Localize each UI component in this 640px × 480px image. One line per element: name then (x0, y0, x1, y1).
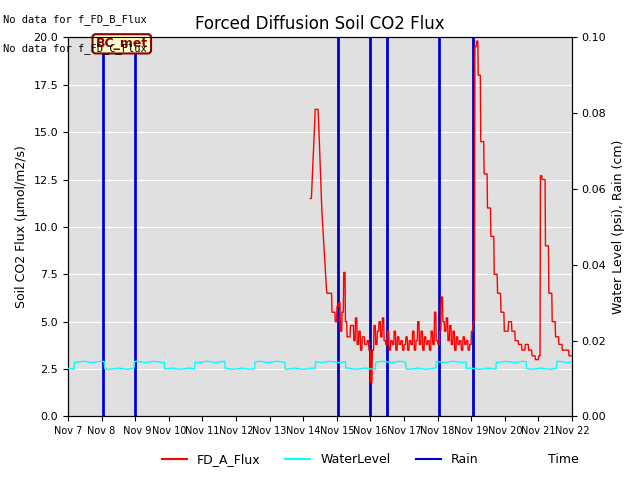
Text: No data for f_FD_C_Flux: No data for f_FD_C_Flux (3, 43, 147, 54)
Title: Forced Diffusion Soil CO2 Flux: Forced Diffusion Soil CO2 Flux (195, 15, 445, 33)
Legend: FD_A_Flux, WaterLevel, Rain: FD_A_Flux, WaterLevel, Rain (157, 448, 483, 471)
Y-axis label: Water Level (psi), Rain (cm): Water Level (psi), Rain (cm) (612, 140, 625, 314)
Y-axis label: Soil CO2 Flux (μmol/m2/s): Soil CO2 Flux (μmol/m2/s) (15, 145, 28, 308)
Text: No data for f_FD_B_Flux: No data for f_FD_B_Flux (3, 14, 147, 25)
Text: Time: Time (548, 453, 579, 466)
Text: BC_met: BC_met (95, 37, 148, 50)
